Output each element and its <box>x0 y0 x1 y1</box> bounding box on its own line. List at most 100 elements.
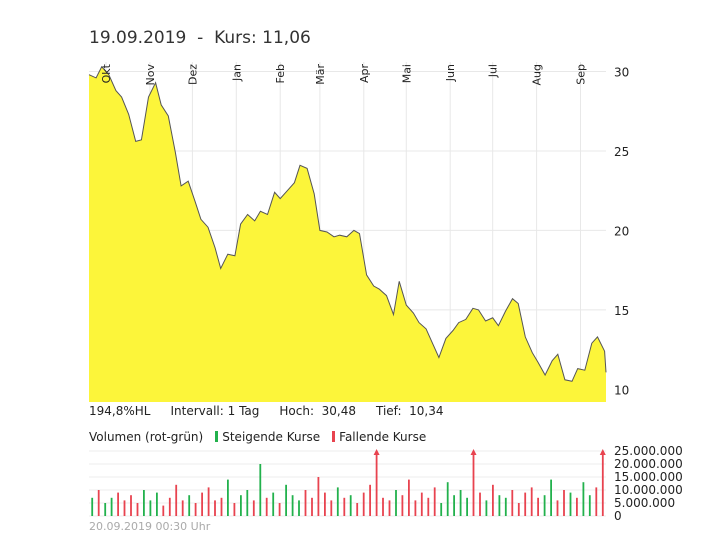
price-tick-label: 15 <box>614 304 629 318</box>
volume-bar <box>498 495 501 516</box>
stat-high: Hoch: 30,48 <box>279 404 356 418</box>
volume-tick-label: 25.000.000 <box>614 444 683 458</box>
volume-bar <box>576 497 578 516</box>
volume-bar <box>485 500 488 516</box>
price-tick-label: 30 <box>614 66 629 80</box>
volume-bar <box>466 497 468 516</box>
volume-bar <box>330 500 333 516</box>
volume-bar <box>569 492 572 516</box>
volume-tick-label: 10.000.000 <box>614 483 683 497</box>
price-y-ticks: 10 15 20 25 30 <box>614 66 629 398</box>
volume-bar <box>317 477 320 516</box>
volume-tick-label: 15.000.000 <box>614 470 683 484</box>
month-label: Nov <box>144 64 157 86</box>
volume-bar <box>517 503 520 516</box>
volume-bar <box>285 484 287 516</box>
volume-bar <box>601 451 604 516</box>
price-tick-label: 20 <box>614 224 629 238</box>
month-label: Mai <box>400 64 413 83</box>
volume-bar <box>479 492 481 516</box>
volume-bar <box>595 487 598 516</box>
volume-bar <box>104 503 107 516</box>
chart-header: 19.09.2019 - Kurs: 11,06 <box>89 28 311 48</box>
volume-bar <box>537 497 539 516</box>
volume-bar <box>563 490 565 516</box>
volume-bar <box>259 464 262 516</box>
volume-bar <box>446 482 449 516</box>
legend-rising: Steigende Kurse <box>222 430 321 444</box>
volume-bar <box>298 500 300 516</box>
volume-bar <box>123 500 126 516</box>
price-area <box>89 66 606 403</box>
stat-interval: Intervall: 1 Tag <box>170 404 260 418</box>
volume-bar <box>362 492 365 516</box>
volume-bar <box>343 497 346 516</box>
volume-bar <box>156 492 158 516</box>
volume-bar <box>227 479 229 516</box>
month-label: Aug <box>531 64 544 85</box>
volume-bar <box>130 495 132 516</box>
volume-bar <box>459 490 462 516</box>
month-label: Mär <box>314 64 327 85</box>
month-labels: Okt Nov Dez Jan Feb Mär Apr Mai Jun Jul Aug Sep <box>100 63 588 85</box>
volume-bar <box>356 503 359 516</box>
volume-bar <box>201 492 203 516</box>
volume-bar <box>369 484 371 516</box>
volume-bar <box>401 495 404 516</box>
volume-bar <box>382 497 384 516</box>
volume-bar <box>265 497 268 516</box>
volume-bar <box>395 490 397 516</box>
volume-bar <box>143 490 145 516</box>
month-label: Jun <box>444 64 457 82</box>
month-label: Jan <box>230 64 243 82</box>
volume-bar <box>252 500 255 516</box>
legend-rising-swatch <box>215 431 219 442</box>
month-label: Dez <box>186 64 199 85</box>
volume-bar <box>214 500 216 516</box>
legend-falling-swatch <box>332 431 336 442</box>
volume-tick-label: 0 <box>614 509 622 523</box>
month-label: Feb <box>274 64 287 83</box>
volume-bar <box>324 492 326 516</box>
volume-bar <box>440 503 443 516</box>
stats-bar: 194,8%HL Intervall: 1 Tag Hoch: 30,48 Tief:… <box>89 404 463 418</box>
volume-bar <box>492 484 494 516</box>
volume-bar <box>408 479 410 516</box>
volume-bar <box>375 451 378 516</box>
volume-bar <box>240 495 242 516</box>
volume-overflow-arrow <box>470 449 477 455</box>
volume-bar <box>233 503 236 516</box>
volume-bar <box>291 495 294 516</box>
price-tick-label: 25 <box>614 145 629 159</box>
volume-bar <box>188 495 191 516</box>
volume-bar <box>556 500 559 516</box>
volume-bar <box>207 487 210 516</box>
volume-bar <box>388 500 391 516</box>
volume-bar <box>181 500 184 516</box>
volume-bar <box>550 479 552 516</box>
price-line <box>88 65 607 382</box>
volume-bar <box>175 484 178 516</box>
header-separator: - <box>197 28 204 48</box>
header-price: Kurs: 11,06 <box>214 28 311 48</box>
month-label: Apr <box>358 64 371 84</box>
legend-title: Volumen (rot-grün) <box>89 430 204 444</box>
volume-bar <box>530 487 533 516</box>
volume-bar <box>420 492 423 516</box>
volume-tick-label: 5.000.000 <box>614 496 675 510</box>
volume-bar <box>504 497 507 516</box>
volume-bar <box>220 497 223 516</box>
volume-bar <box>278 503 281 516</box>
volume-bar <box>136 503 139 516</box>
volume-bar <box>511 490 514 516</box>
volume-bar <box>472 451 475 516</box>
volume-bar <box>524 492 527 516</box>
month-label: Okt <box>100 63 113 83</box>
header-date: 19.09.2019 <box>89 28 187 48</box>
stat-hl: 194,8%HL <box>89 404 151 418</box>
volume-bar <box>349 495 352 516</box>
volume-bars <box>91 449 606 516</box>
volume-bar <box>162 505 165 516</box>
volume-legend: Volumen (rot-grün) Steigende Kurse Fallend… <box>89 430 426 444</box>
volume-bar <box>414 500 417 516</box>
